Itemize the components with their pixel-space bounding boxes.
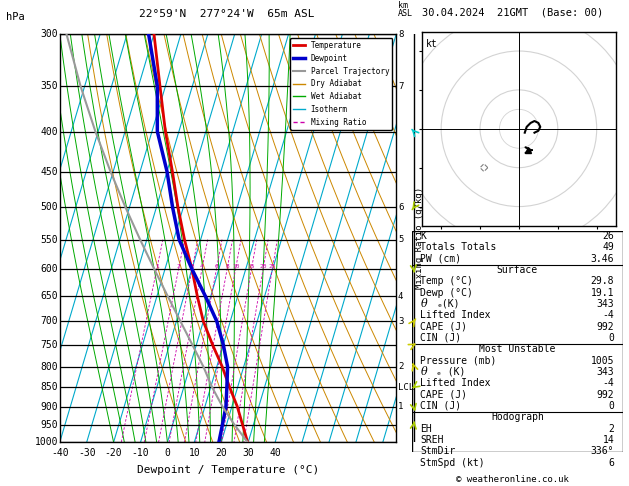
Text: EH: EH	[420, 424, 432, 434]
Text: 500: 500	[40, 202, 58, 212]
Text: 1000: 1000	[35, 437, 58, 447]
Text: 25: 25	[269, 264, 276, 269]
Text: 800: 800	[40, 362, 58, 372]
Text: -40: -40	[51, 449, 69, 458]
Text: K: K	[420, 231, 426, 241]
Text: 4: 4	[200, 264, 204, 269]
Text: 1: 1	[155, 264, 159, 269]
Text: PW (cm): PW (cm)	[420, 254, 462, 263]
Text: 6: 6	[398, 203, 403, 212]
Text: CAPE (J): CAPE (J)	[420, 390, 467, 399]
Text: 600: 600	[40, 264, 58, 274]
Text: θ: θ	[420, 367, 427, 377]
Text: 850: 850	[40, 382, 58, 392]
Text: 7: 7	[398, 82, 403, 91]
Text: 343: 343	[597, 299, 615, 309]
Text: Lifted Index: Lifted Index	[420, 378, 491, 388]
Text: 3: 3	[398, 317, 403, 326]
Text: 2: 2	[608, 424, 615, 434]
Text: 650: 650	[40, 291, 58, 301]
Text: StmDir: StmDir	[420, 446, 455, 456]
Text: 300: 300	[40, 29, 58, 39]
Text: 14: 14	[603, 435, 615, 445]
Text: SREH: SREH	[420, 435, 444, 445]
Text: 4: 4	[398, 292, 403, 301]
Text: © weatheronline.co.uk: © weatheronline.co.uk	[456, 474, 569, 484]
Text: LCL: LCL	[398, 382, 414, 392]
Text: 22°59'N  277°24'W  65m ASL: 22°59'N 277°24'W 65m ASL	[138, 9, 314, 19]
Text: Most Unstable: Most Unstable	[479, 344, 555, 354]
Text: 20: 20	[215, 449, 227, 458]
Text: -4: -4	[603, 310, 615, 320]
Text: 6: 6	[214, 264, 218, 269]
Text: 2: 2	[398, 362, 403, 371]
Text: 900: 900	[40, 401, 58, 412]
Text: 6: 6	[608, 458, 615, 468]
Text: 29.8: 29.8	[591, 276, 615, 286]
Text: 10: 10	[189, 449, 200, 458]
Text: 26: 26	[603, 231, 615, 241]
Text: Temp (°C): Temp (°C)	[420, 276, 473, 286]
Text: 2: 2	[177, 264, 181, 269]
Text: 20: 20	[259, 264, 267, 269]
Text: 950: 950	[40, 420, 58, 430]
Text: Pressure (mb): Pressure (mb)	[420, 356, 497, 365]
Text: 10: 10	[232, 264, 240, 269]
Text: 400: 400	[40, 126, 58, 137]
Text: 30.04.2024  21GMT  (Base: 00): 30.04.2024 21GMT (Base: 00)	[422, 8, 603, 18]
Text: 0: 0	[165, 449, 170, 458]
Text: 700: 700	[40, 316, 58, 326]
Text: Mixing Ratio (g/kg): Mixing Ratio (g/kg)	[415, 187, 425, 289]
Text: 336°: 336°	[591, 446, 615, 456]
Text: 8: 8	[225, 264, 229, 269]
Text: Hodograph: Hodograph	[491, 412, 544, 422]
Text: ₑ(K): ₑ(K)	[437, 299, 460, 309]
Text: 450: 450	[40, 167, 58, 176]
Text: 992: 992	[597, 322, 615, 331]
Text: hPa: hPa	[6, 12, 25, 22]
Text: 19.1: 19.1	[591, 288, 615, 297]
Text: 350: 350	[40, 81, 58, 91]
Text: 5: 5	[398, 235, 403, 244]
Text: 8: 8	[398, 30, 403, 38]
Text: 49: 49	[603, 242, 615, 252]
Text: 550: 550	[40, 235, 58, 244]
Text: Surface: Surface	[497, 265, 538, 275]
Text: θ: θ	[420, 299, 427, 309]
Text: Dewpoint / Temperature (°C): Dewpoint / Temperature (°C)	[137, 465, 319, 475]
Text: CIN (J): CIN (J)	[420, 333, 462, 343]
Text: 1: 1	[398, 402, 403, 411]
Text: Dewp (°C): Dewp (°C)	[420, 288, 473, 297]
Text: 40: 40	[269, 449, 281, 458]
Text: -4: -4	[603, 378, 615, 388]
Text: CIN (J): CIN (J)	[420, 401, 462, 411]
Text: 3.46: 3.46	[591, 254, 615, 263]
Text: 0: 0	[608, 401, 615, 411]
Text: 30: 30	[242, 449, 254, 458]
Text: Lifted Index: Lifted Index	[420, 310, 491, 320]
Text: km
ASL: km ASL	[398, 1, 413, 18]
Text: 1005: 1005	[591, 356, 615, 365]
Text: CAPE (J): CAPE (J)	[420, 322, 467, 331]
Text: -30: -30	[78, 449, 96, 458]
Text: 992: 992	[597, 390, 615, 399]
Text: -20: -20	[105, 449, 123, 458]
Text: StmSpd (kt): StmSpd (kt)	[420, 458, 485, 468]
Text: 750: 750	[40, 340, 58, 350]
Text: -10: -10	[131, 449, 149, 458]
Text: 343: 343	[597, 367, 615, 377]
Text: 3: 3	[190, 264, 194, 269]
Text: kt: kt	[426, 39, 437, 50]
Text: 15: 15	[248, 264, 255, 269]
Text: Totals Totals: Totals Totals	[420, 242, 497, 252]
Text: 0: 0	[608, 333, 615, 343]
Legend: Temperature, Dewpoint, Parcel Trajectory, Dry Adiabat, Wet Adiabat, Isotherm, Mi: Temperature, Dewpoint, Parcel Trajectory…	[290, 38, 392, 130]
Text: ₑ (K): ₑ (K)	[437, 367, 465, 377]
